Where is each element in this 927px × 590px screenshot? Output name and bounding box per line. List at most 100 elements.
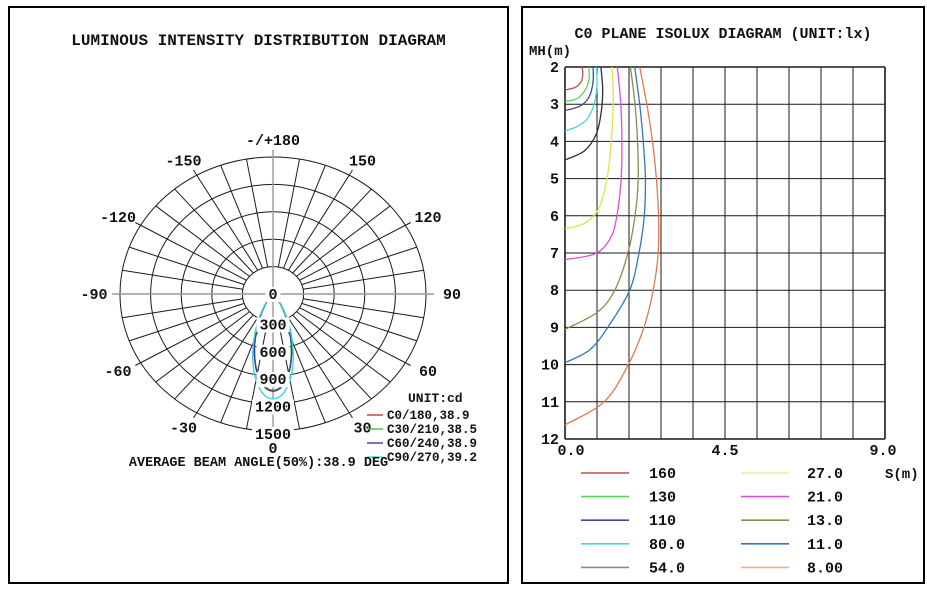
polar-spoke-260: [122, 269, 243, 290]
polar-spoke-320: [174, 314, 254, 400]
polar-spoke-250: [129, 246, 245, 286]
isolux-ytick-9: 9: [550, 320, 559, 337]
isolux-xtick-9.0: 9.0: [869, 443, 896, 460]
isolux-ytick-6: 6: [550, 209, 559, 226]
isolux-legend-label-11.0: 11.0: [807, 537, 843, 554]
polar-angle-label-60: 60: [419, 364, 437, 381]
average-beam-angle-label: AVERAGE BEAM ANGLE(50%):38.9 DEG: [128, 456, 389, 471]
polar-radial-label-bg: [256, 317, 290, 333]
polar-spoke-100: [303, 269, 424, 290]
polar-radial-label-bg: [265, 287, 281, 302]
polar-angle-label-30: 30: [353, 420, 371, 437]
isolux-panel: 2 3 4 5 6 7 8 9 10 11 12 0.0 4.5 9.0 MH(m) S(m) 160 130 11…: [521, 6, 925, 584]
isolux-xtick-0.0: 0.0: [557, 443, 584, 460]
polar-radial-label-bg: [256, 344, 290, 360]
polar-angle-label-180: -/+180: [246, 133, 300, 150]
polar-spoke-70: [301, 302, 417, 342]
polar-spoke-310: [155, 311, 250, 383]
isolux-curve-110: [564, 66, 595, 112]
isolux-legend-label-54.0: 54.0: [649, 560, 685, 577]
polar-distribution-chart: -150 -120 -90 -60 -30 0 30 60 90 120 150 -/+180 0 300…: [80, 133, 477, 465]
polar-angle-label--30: -30: [170, 420, 197, 437]
polar-angle-label-0: 0: [268, 441, 277, 458]
polar-spoke-30: [287, 317, 353, 419]
polar-spoke-150: [287, 169, 353, 271]
polar-spoke-60: [299, 307, 411, 366]
isolux-chart: 2 3 4 5 6 7 8 9 10 11 120.0 4.5 9.0 MH(m) S(m) 160 130 11…: [529, 44, 919, 577]
isolux-xlabel: S(m): [885, 467, 919, 483]
isolux-curve-11.0: [564, 66, 647, 364]
polar-radial-label-bg: [252, 399, 294, 415]
isolux-legend-label-130: 130: [649, 490, 676, 507]
polar-legend-label-C30/210: C30/210,38.5: [387, 423, 477, 437]
polar-spoke-300: [135, 307, 247, 366]
isolux-ytick-8: 8: [550, 283, 559, 300]
isolux-curve-8.00: [564, 66, 660, 426]
polar-radial-label-0: 0: [268, 287, 277, 304]
polar-spoke-50: [296, 311, 391, 383]
isolux-legend-label-8.00: 8.00: [807, 560, 843, 577]
polar-spoke-330: [193, 317, 259, 419]
polar-radial-label-1200: 1200: [255, 400, 291, 417]
polar-spoke-290: [129, 302, 245, 342]
isolux-curve-130: [564, 66, 591, 103]
isolux-ytick-3: 3: [550, 97, 559, 114]
polar-radial-label-bg: [252, 427, 294, 442]
polar-angle-label--120: -120: [100, 210, 136, 227]
polar-legend-title: UNIT:cd: [408, 391, 463, 406]
isolux-curve-21.0: [564, 66, 623, 261]
polar-spoke-230: [155, 205, 250, 277]
isolux-legend-label-13.0: 13.0: [807, 513, 843, 530]
isolux-ytick-5: 5: [550, 172, 559, 189]
polar-spoke-120: [299, 222, 411, 281]
polar-spoke-140: [292, 188, 372, 274]
polar-spoke-40: [292, 314, 372, 400]
polar-spoke-280: [122, 298, 243, 319]
polar-spoke-170: [277, 158, 301, 268]
polar-angle-label-150: 150: [349, 154, 376, 171]
polar-spoke-110: [301, 246, 417, 286]
polar-angle-label-90: 90: [443, 287, 461, 304]
polar-radial-label-bg: [256, 372, 290, 388]
isolux-ytick-2: 2: [550, 60, 559, 77]
polar-spoke-130: [296, 205, 391, 277]
polar-spoke-240: [135, 222, 247, 281]
isolux-curve-27.0: [564, 66, 615, 230]
isolux-curve-160: [564, 66, 584, 91]
isolux-legend-label-160: 160: [649, 466, 676, 483]
polar-angle-label-120: 120: [415, 210, 442, 227]
polar-radial-label-300: 300: [259, 317, 286, 334]
isolux-curve-54.0: [564, 66, 604, 161]
polar-legend-label-C0/180: C0/180,38.9: [387, 409, 470, 423]
polar-spoke-160: [283, 165, 326, 269]
polar-spoke-190: [245, 158, 269, 268]
isolux-ylabel: MH(m): [529, 44, 571, 60]
isolux-curve-13.0: [564, 66, 640, 330]
right-panel-title: C0 PLANE ISOLUX DIAGRAM (UNIT:lx): [574, 26, 872, 43]
isolux-xtick-4.5: 4.5: [711, 443, 738, 460]
polar-spoke-80: [303, 298, 424, 319]
polar-radial-label-1500: 1500: [255, 427, 291, 444]
polar-angle-label--150: -150: [165, 154, 201, 171]
candela-curve-C90/270: [251, 294, 295, 400]
polar-spoke-200: [220, 165, 263, 269]
polar-radial-label-600: 600: [259, 345, 286, 362]
isolux-legend-label-80.0: 80.0: [649, 537, 685, 554]
isolux-curve-80.0: [564, 66, 598, 132]
polar-radial-label-900: 900: [259, 372, 286, 389]
isolux-legend-label-27.0: 27.0: [807, 466, 843, 483]
luminous-intensity-panel: -150 -120 -90 -60 -30 0 30 60 90 120 150 -/+180 0 300…: [8, 6, 509, 584]
left-panel-title: LUMINOUS INTENSITY DISTRIBUTION DIAGRAM: [71, 32, 446, 50]
isolux-ytick-4: 4: [550, 134, 559, 151]
polar-angle-label--60: -60: [104, 364, 131, 381]
polar-angle-label--90: -90: [80, 287, 107, 304]
isolux-legend-label-21.0: 21.0: [807, 490, 843, 507]
polar-spoke-210: [193, 169, 259, 271]
polar-spoke-220: [174, 188, 254, 274]
isolux-ytick-7: 7: [550, 246, 559, 263]
isolux-ytick-12: 12: [541, 432, 559, 449]
polar-legend-label-C60/240: C60/240,38.9: [387, 437, 477, 451]
isolux-legend-label-110: 110: [649, 513, 676, 530]
isolux-ytick-11: 11: [541, 395, 559, 412]
